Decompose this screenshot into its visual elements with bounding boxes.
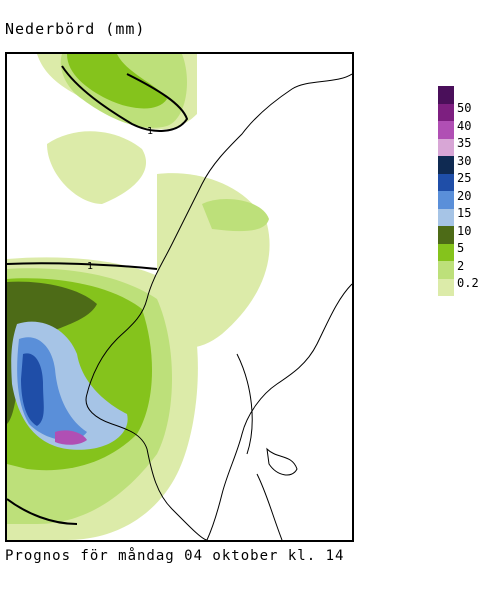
legend-label: 20 — [457, 188, 472, 203]
isoline-1mm — [7, 498, 78, 525]
contour-label: 1 — [87, 261, 93, 272]
isoline-1mm — [7, 262, 158, 270]
precip-area-dark-green — [7, 281, 97, 424]
precip-area-heavy — [67, 54, 167, 109]
legend-label: 30 — [457, 153, 472, 168]
legend-label: 10 — [457, 223, 472, 238]
legend-label: 2 — [457, 258, 465, 273]
legend-label: 50 — [457, 101, 472, 115]
legend-swatch — [438, 173, 454, 191]
coastline — [85, 73, 352, 540]
legend-label: 5 — [457, 241, 465, 255]
legend-label: 0.2 — [457, 276, 479, 290]
precip-area-purple — [55, 430, 87, 445]
legend-swatch — [438, 138, 454, 156]
legend-swatch — [438, 191, 454, 209]
legend-swatch — [438, 278, 454, 296]
map-canvas: 1 1 — [7, 54, 352, 540]
legend-label: 35 — [457, 136, 472, 150]
legend-swatch — [438, 156, 454, 174]
contour-label: 1 — [147, 126, 153, 137]
forecast-caption: Prognos för måndag 04 oktober kl. 14 — [5, 548, 345, 564]
map-title: Nederbörd (mm) — [5, 20, 146, 38]
legend-swatch — [438, 208, 454, 226]
coastline — [206, 283, 352, 540]
precipitation-map: 1 1 — [5, 52, 354, 542]
precip-area-light — [47, 131, 147, 204]
coastline — [266, 447, 298, 476]
legend-swatch — [438, 86, 454, 104]
legend-swatch — [438, 243, 454, 261]
legend-swatch — [438, 226, 454, 244]
precip-area-moderate — [202, 199, 269, 232]
legend-label: 40 — [457, 118, 472, 133]
legend-label: 15 — [457, 206, 472, 220]
color-legend — [438, 86, 454, 296]
legend-swatch — [438, 261, 454, 279]
legend-label: 25 — [457, 171, 472, 185]
isoline-1mm — [61, 65, 189, 132]
coastline — [236, 353, 283, 540]
legend-swatch — [438, 103, 454, 121]
precip-area-dark-blue — [21, 353, 44, 426]
legend-swatch — [438, 121, 454, 139]
